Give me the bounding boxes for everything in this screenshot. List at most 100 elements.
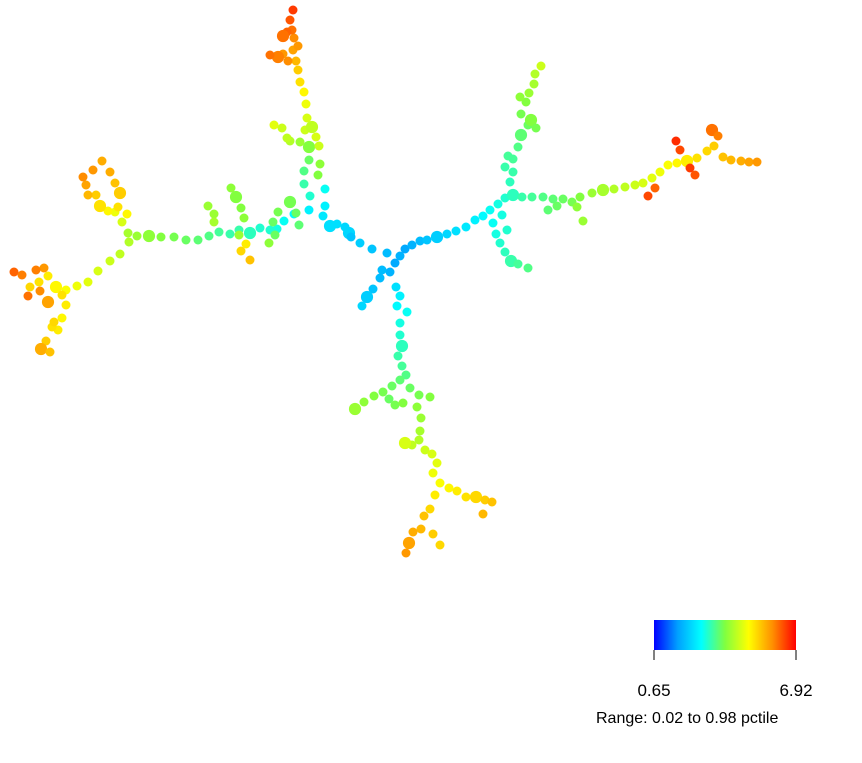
tree-node [524, 88, 534, 98]
tree-node [181, 235, 191, 245]
tree-node [531, 123, 541, 133]
tree-node [382, 248, 392, 258]
tree-node [428, 468, 438, 478]
tree-node [415, 426, 425, 436]
tree-node [752, 157, 762, 167]
tree-node [385, 267, 395, 277]
tree-node [505, 177, 515, 187]
tree-node [538, 192, 548, 202]
tree-nodes [9, 5, 762, 558]
tree-node [234, 230, 244, 240]
tree-node [398, 398, 408, 408]
tree-node [277, 123, 287, 133]
tree-node [299, 179, 309, 189]
tree-node [360, 290, 374, 304]
tree-node [49, 280, 63, 294]
tree-node [596, 183, 610, 197]
tree-node [395, 318, 405, 328]
tree-node [57, 290, 67, 300]
tree-node [536, 61, 546, 71]
tree-node [295, 77, 305, 87]
tree-node [346, 232, 356, 242]
tree-node [690, 170, 700, 180]
tree-node [702, 146, 712, 156]
tree-node [313, 170, 323, 180]
tree-node [400, 244, 410, 254]
colorbar-max-label: 6.92 [779, 681, 812, 700]
tree-node [391, 282, 401, 292]
tree-node [514, 128, 528, 142]
tree-node [692, 153, 702, 163]
tree-node [209, 217, 219, 227]
tree-node [302, 113, 312, 123]
tree-node [113, 186, 127, 200]
tree-node [675, 145, 685, 155]
tree-node [357, 301, 367, 311]
tree-node [301, 99, 311, 109]
tree-node [524, 113, 538, 127]
tree-node [384, 394, 394, 404]
tree-node [425, 504, 435, 514]
tree-node [451, 226, 461, 236]
tree-node [503, 151, 513, 161]
tree-node [663, 160, 673, 170]
tree-node [282, 133, 292, 143]
tree-node [299, 87, 309, 97]
tree-node [548, 194, 558, 204]
tree-node [609, 184, 619, 194]
tree-node [414, 435, 424, 445]
tree-node [304, 205, 314, 215]
tree-node [93, 266, 103, 276]
tree-node [193, 235, 203, 245]
tree-node [295, 137, 305, 147]
tree-node [435, 478, 445, 488]
tree-node [527, 192, 537, 202]
tree-node [572, 202, 582, 212]
tree-node [225, 229, 235, 239]
tree-node [311, 132, 321, 142]
colorbar: 0.65 6.92 [637, 620, 813, 700]
tree-node [293, 65, 303, 75]
tree-node [427, 449, 437, 459]
tree-node [416, 413, 426, 423]
tree-node [516, 109, 526, 119]
tree-node [340, 222, 350, 232]
tree-node [575, 192, 585, 202]
tree-node [45, 347, 55, 357]
tree-node [430, 230, 444, 244]
tree-node [268, 217, 278, 227]
tree-node [487, 497, 497, 507]
tree-node [398, 436, 412, 450]
tree-node [9, 267, 19, 277]
tree-node [323, 219, 337, 233]
tree-node [34, 277, 44, 287]
tree-node [276, 29, 290, 43]
tree-node [470, 215, 480, 225]
tree-node [428, 529, 438, 539]
tree-node [142, 229, 156, 243]
tree-node [405, 383, 415, 393]
tree-node [367, 244, 377, 254]
tree-node [288, 5, 298, 15]
tree-node [744, 157, 754, 167]
tree-node [500, 162, 510, 172]
tree-node [124, 237, 134, 247]
tree-node [318, 211, 328, 221]
tree-node [390, 258, 400, 268]
tree-node [552, 201, 562, 211]
tree-node [397, 361, 407, 371]
tree-node [302, 140, 316, 154]
tree-node [117, 217, 127, 227]
tree-node [245, 255, 255, 265]
tree-node [83, 277, 93, 287]
colorbar-rect [654, 620, 796, 650]
tree-node [110, 178, 120, 188]
tree-node [713, 131, 723, 141]
tree-node [425, 392, 435, 402]
tree-node [630, 180, 640, 190]
tree-node [378, 387, 388, 397]
tree-node [305, 120, 319, 134]
tree-node [655, 167, 665, 177]
tree-node [299, 166, 309, 176]
tree-node [402, 536, 416, 550]
